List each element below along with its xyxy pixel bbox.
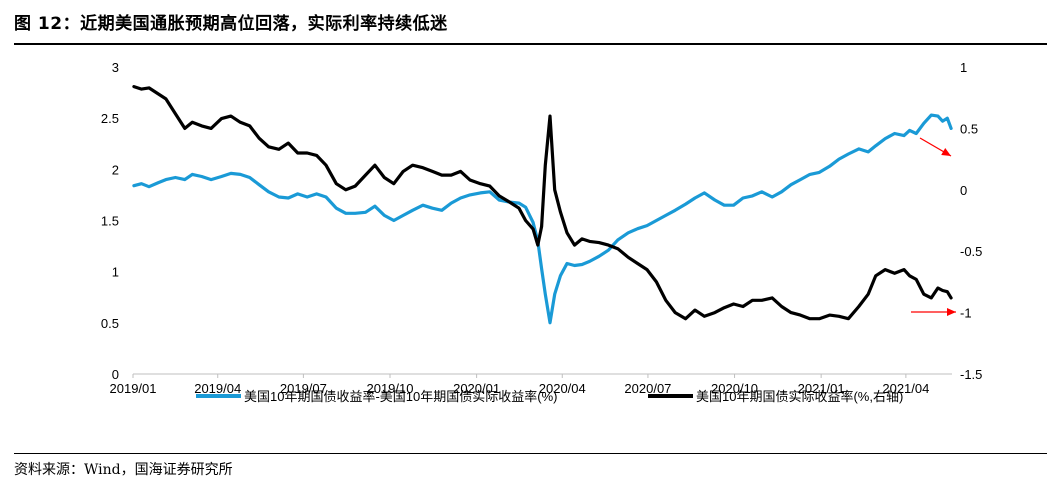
source-rule (14, 453, 1047, 454)
x-tick-label: 2019/01 (110, 381, 157, 396)
y-right-tick-label: 0.5 (960, 121, 978, 136)
chart-axes: 0 0.5 1 1.5 2 2.5 3 -1.5 -1 -0.5 0 0.5 1 2019/01 2019/… (101, 60, 982, 396)
arrow-blue-series-falling (919, 137, 952, 157)
x-tick-label: 2021/01 (798, 381, 845, 396)
y-left-tick-label: 2.5 (101, 111, 119, 126)
y-left-tick-label: 1 (112, 265, 119, 280)
x-tick-label: 2020/01 (453, 381, 500, 396)
arrow-head (947, 308, 956, 316)
x-tick-label: 2020/10 (711, 381, 758, 396)
source-note: 资料来源：Wind，国海证券研究所 (14, 462, 233, 478)
y-left-tick-label: 0.5 (101, 316, 119, 331)
series-line-real-yield (132, 84, 953, 321)
y-right-tick-label: -1.5 (960, 367, 982, 382)
series-line-inflation-expectation (132, 113, 953, 325)
arrow-head (941, 148, 951, 156)
x-tick-label: 2019/07 (280, 381, 327, 396)
x-tick-label: 2021/04 (882, 381, 929, 396)
annotation-arrows (911, 137, 956, 316)
x-tick-label: 2020/07 (624, 381, 671, 396)
chart-title: 图 12：近期美国通胀预期高位回落，实际利率持续低迷 (14, 14, 448, 34)
legend-label-inflation-expectation: 美国10年期国债收益率-美国10年期国债实际收益率(%) (244, 389, 557, 404)
title-rule (14, 43, 1047, 45)
y-left-tick-label: 3 (112, 60, 119, 75)
x-tick-label: 2019/04 (194, 381, 241, 396)
y-right-tick-label: 0 (960, 183, 967, 198)
y-left-tick-label: 1.5 (101, 214, 119, 229)
y-left-tick-label: 2 (112, 162, 119, 177)
x-tick-label: 2019/10 (366, 381, 413, 396)
dual-axis-line-chart: 0 0.5 1 1.5 2 2.5 3 -1.5 -1 -0.5 0 0.5 1 2019/01 2019/… (101, 60, 982, 404)
y-right-tick-label: -0.5 (960, 244, 982, 259)
y-left-tick-label: 0 (112, 367, 119, 382)
x-tick-label: 2020/04 (539, 381, 586, 396)
y-right-tick-label: 1 (960, 60, 967, 75)
chart-series (132, 84, 953, 325)
legend-label-real-yield: 美国10年期国债实际收益率(%,右轴) (696, 389, 903, 404)
chart-legend: 美国10年期国债收益率-美国10年期国债实际收益率(%) 美国10年期国债实际收益… (196, 389, 903, 404)
y-right-tick-label: -1 (960, 306, 972, 321)
arrow-black-series-flat (911, 308, 956, 316)
